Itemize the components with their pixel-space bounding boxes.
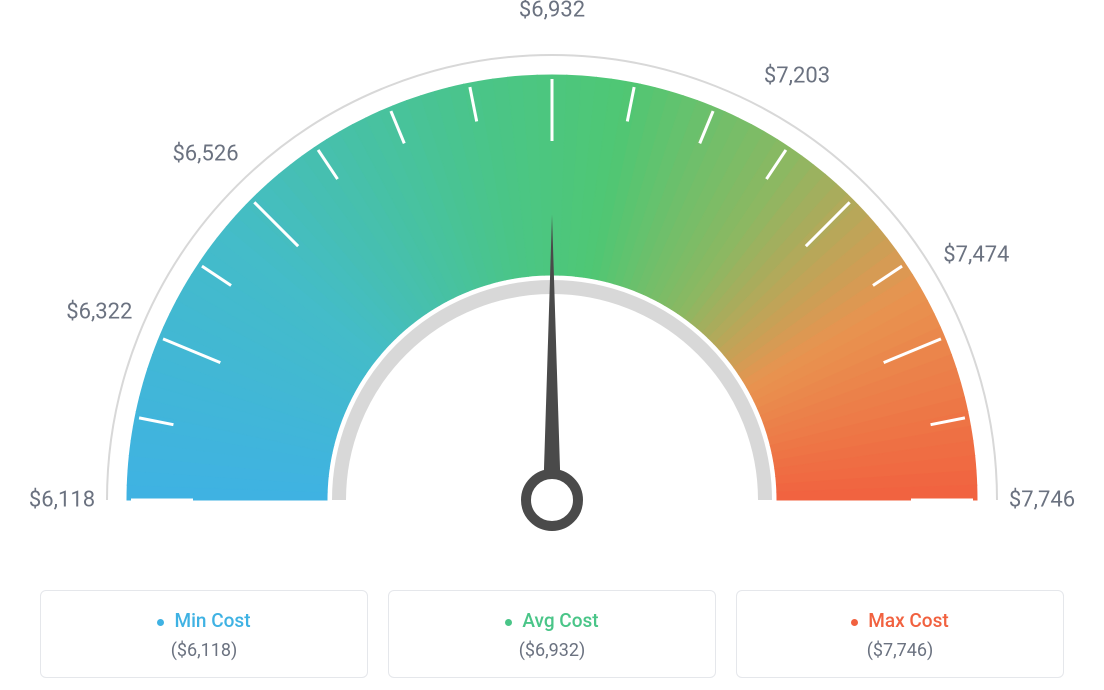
max-cost-title-text: Max Cost	[868, 609, 948, 632]
gauge-scale-label: $6,932	[519, 0, 585, 23]
min-cost-title-text: Min Cost	[174, 609, 250, 632]
gauge-hub-icon	[526, 474, 578, 526]
min-cost-title: Min Cost	[51, 609, 357, 632]
gauge-scale-label: $6,322	[66, 300, 132, 325]
min-dot-icon	[157, 619, 164, 626]
avg-cost-card: Avg Cost ($6,932)	[388, 590, 716, 678]
gauge-scale-label: $7,474	[943, 243, 1009, 268]
gauge-scale-label: $6,118	[29, 488, 95, 513]
gauge-scale-label: $7,203	[764, 63, 830, 88]
cost-gauge: $6,118 $6,322 $6,526 $6,932 $7,203 $7,474 $7,7…	[0, 0, 1104, 560]
avg-cost-value: ($6,932)	[399, 640, 705, 661]
max-cost-value: ($7,746)	[747, 640, 1053, 661]
avg-dot-icon	[505, 619, 512, 626]
summary-cards: Min Cost ($6,118) Avg Cost ($6,932) Max …	[0, 590, 1104, 678]
min-cost-value: ($6,118)	[51, 640, 357, 661]
max-dot-icon	[851, 619, 858, 626]
max-cost-card: Max Cost ($7,746)	[736, 590, 1064, 678]
min-cost-card: Min Cost ($6,118)	[40, 590, 368, 678]
gauge-svg	[0, 0, 1104, 560]
avg-cost-title: Avg Cost	[399, 609, 705, 632]
max-cost-title: Max Cost	[747, 609, 1053, 632]
gauge-scale-label: $7,746	[1009, 488, 1075, 513]
gauge-scale-label: $6,526	[172, 141, 238, 166]
avg-cost-title-text: Avg Cost	[522, 609, 598, 632]
